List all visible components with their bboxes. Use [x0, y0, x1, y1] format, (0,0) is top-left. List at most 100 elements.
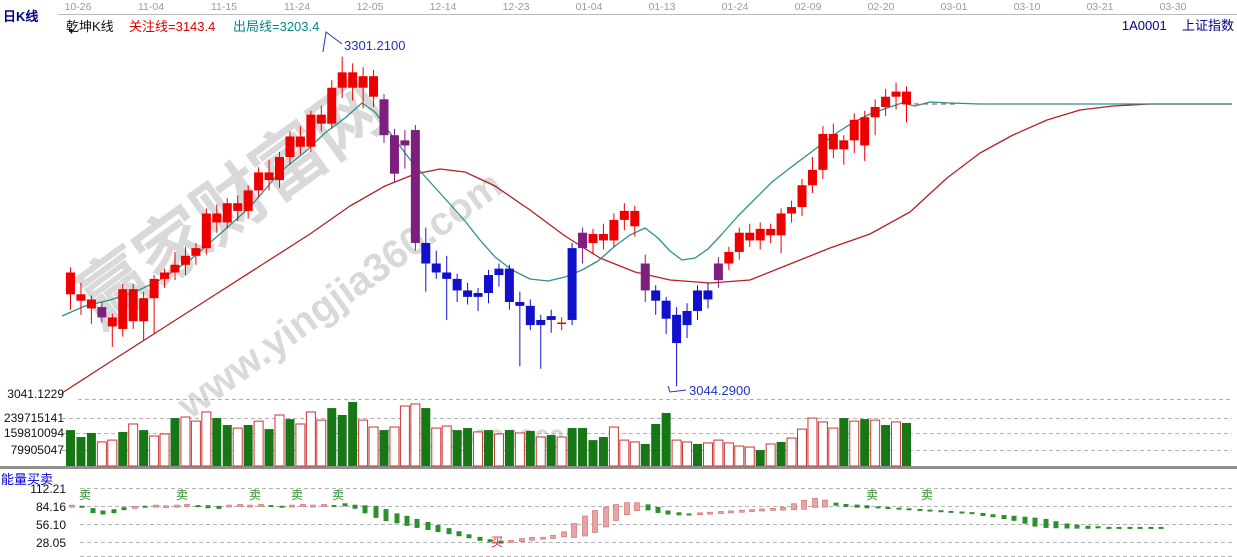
candle-body	[515, 301, 525, 306]
volume-bar	[693, 443, 702, 466]
date-axis: 10-26 11-04 11-15 11-24 12-05 12-14 12-23 01-04…	[0, 0, 1237, 14]
volume-bar	[190, 420, 201, 467]
volume-bar	[807, 417, 818, 467]
candle-body	[233, 203, 243, 211]
sell-signal-label: 卖	[865, 488, 879, 502]
energy-mark	[519, 538, 525, 542]
period-selector[interactable]: 日K线	[3, 9, 39, 24]
date-label: 12-23	[502, 1, 530, 13]
candle-body	[379, 99, 389, 136]
energy-mark	[142, 505, 148, 508]
volume-bar	[535, 436, 546, 467]
candle-body	[787, 207, 797, 214]
energy-mark	[446, 528, 452, 535]
candle-body	[661, 300, 671, 319]
volume-bar	[337, 415, 347, 466]
volume-bar	[786, 437, 797, 467]
volume-bar	[473, 431, 484, 467]
volume-bar	[608, 426, 619, 467]
candle-body	[567, 248, 577, 320]
candle-body	[578, 232, 588, 249]
energy-mark	[100, 510, 106, 515]
date-label: 12-14	[429, 1, 457, 13]
volume-bar	[734, 445, 745, 467]
energy-mark	[1043, 518, 1049, 528]
candle-body	[421, 242, 431, 264]
candle-body	[306, 114, 316, 147]
volume-bar	[264, 429, 274, 466]
candle-body	[494, 268, 504, 276]
candle-body	[97, 307, 107, 318]
energy-mark	[561, 531, 567, 538]
energy-mark	[927, 509, 933, 512]
candle-body	[139, 298, 149, 322]
volume-bar	[358, 419, 369, 467]
candle-body	[619, 210, 629, 220]
volume-bar	[410, 403, 421, 467]
energy-mark	[592, 510, 598, 533]
volume-bar	[891, 421, 902, 467]
ma-long-line	[61, 103, 1232, 394]
volume-bar	[744, 446, 755, 467]
candle-body	[358, 76, 368, 88]
volume-bar	[421, 408, 431, 466]
volume-bar	[128, 423, 139, 467]
energy-mark	[404, 515, 410, 526]
energy-mark	[1095, 526, 1101, 529]
indicator-name[interactable]: 乾坤K线	[66, 19, 114, 34]
volume-bar	[578, 428, 588, 466]
energy-mark	[289, 504, 295, 508]
energy-mark	[321, 504, 327, 507]
energy-mark	[739, 509, 745, 513]
energy-mark	[801, 500, 807, 510]
date-label: 02-20	[867, 1, 895, 13]
volume-axis-label: 79905047	[10, 443, 64, 457]
candle-body	[630, 210, 640, 227]
volume-bar	[66, 430, 75, 466]
energy-mark	[1074, 524, 1080, 529]
candle-body	[180, 255, 190, 265]
energy-mark	[342, 503, 348, 507]
candle-body	[442, 272, 452, 279]
candle-body	[682, 310, 692, 326]
candle-body	[902, 91, 911, 105]
energy-mark	[435, 525, 441, 533]
energy-mark	[990, 514, 996, 518]
energy-mark	[1022, 516, 1028, 524]
energy-mark	[875, 506, 881, 509]
volume-bar	[671, 439, 682, 467]
candle-body	[316, 114, 326, 124]
candle-body	[254, 172, 264, 191]
date-label: 02-09	[794, 1, 822, 13]
candle-body	[724, 251, 734, 264]
low-annotation: 3044.2900	[689, 383, 751, 398]
energy-mark	[425, 521, 431, 530]
candle-body	[557, 322, 567, 325]
symbol-code: 1A0001	[1121, 18, 1167, 33]
energy-mark	[184, 504, 190, 507]
energy-mark	[153, 504, 159, 508]
energy-mark	[833, 502, 839, 506]
energy-mark	[362, 505, 368, 514]
volume-bar	[797, 428, 807, 467]
sell-signal-label: 卖	[248, 488, 262, 502]
volume-bar	[295, 423, 306, 467]
energy-mark	[603, 506, 609, 528]
indicator-dropdown-triangle-icon[interactable]: ▼	[68, 29, 75, 36]
energy-mark	[1011, 515, 1017, 521]
volume-bar	[556, 436, 567, 467]
candle-body	[431, 263, 441, 273]
energy-mark	[864, 505, 870, 509]
volume-bar	[232, 427, 243, 467]
sell-signal-label: 卖	[331, 488, 345, 502]
volume-bar	[107, 439, 118, 467]
volume-bar	[881, 424, 891, 466]
volume-bar	[96, 441, 107, 467]
candle-body	[285, 136, 295, 158]
candle-body	[337, 72, 347, 88]
date-label: 10-26	[64, 1, 92, 13]
candle-body	[243, 190, 253, 211]
energy-mark	[466, 534, 472, 539]
